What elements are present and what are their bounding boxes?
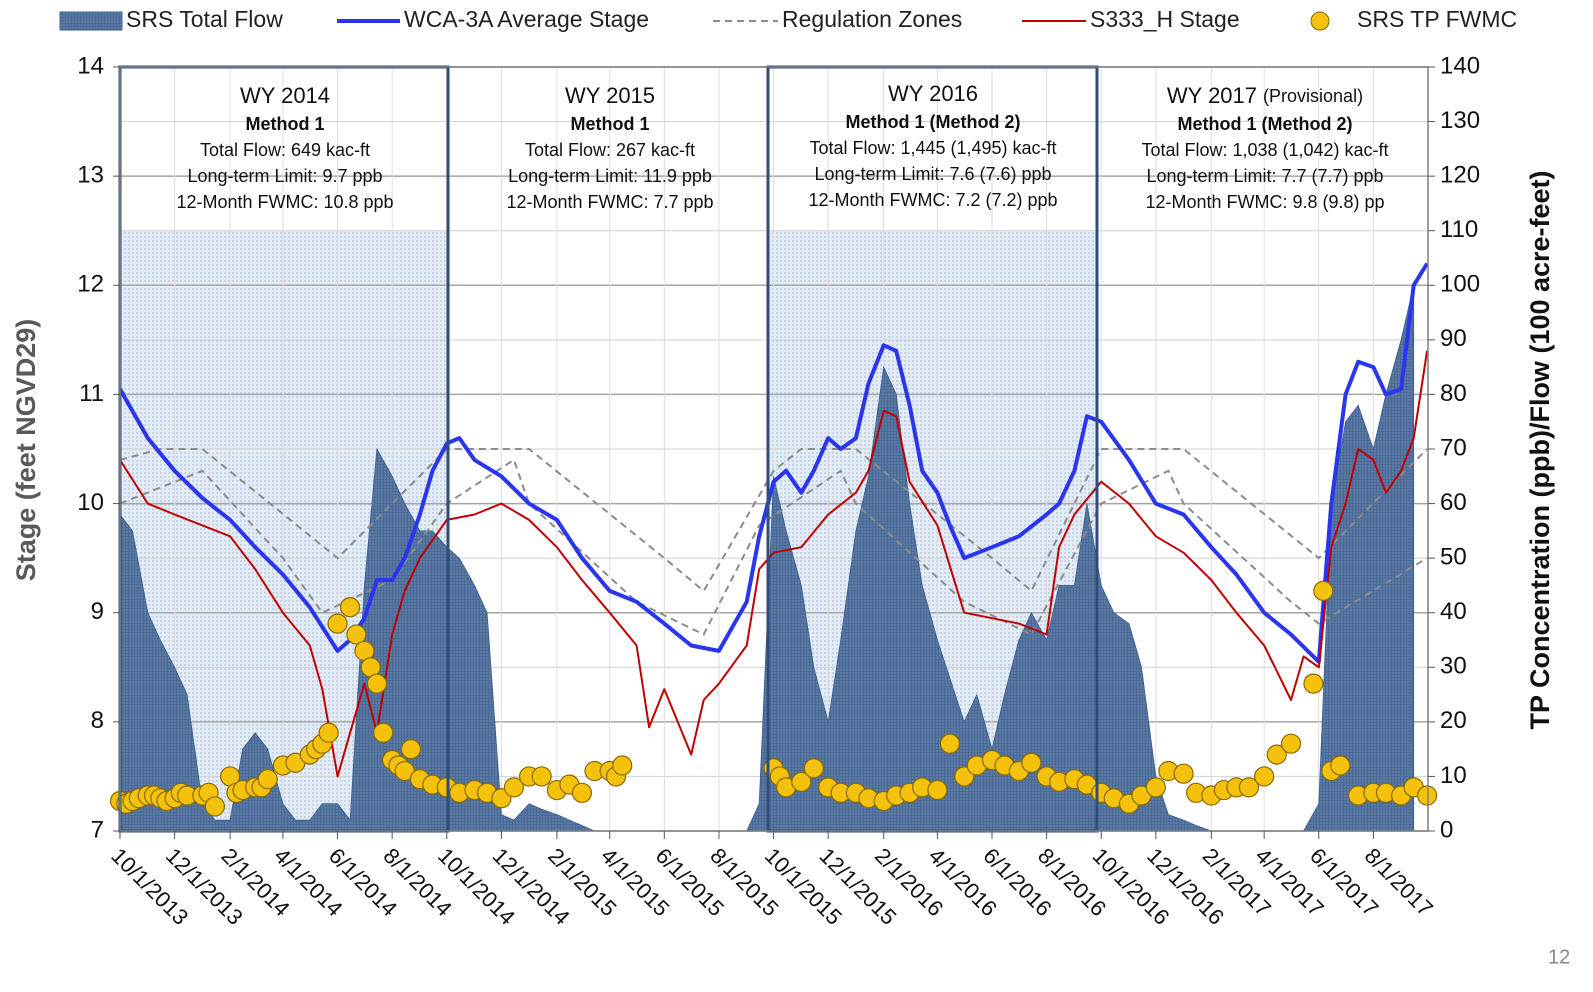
tp-point bbox=[1238, 777, 1260, 798]
y2-tick-label: 10 bbox=[1440, 762, 1467, 789]
y2-tick-label: 140 bbox=[1440, 52, 1480, 79]
y2-tick-label: 70 bbox=[1440, 434, 1467, 461]
annotation-title: WY 2015 bbox=[565, 83, 655, 108]
y2-tick-label: 100 bbox=[1440, 271, 1480, 298]
legend-swatch bbox=[59, 11, 123, 31]
tp-point bbox=[1280, 733, 1302, 754]
y-tick-label: 12 bbox=[77, 271, 104, 298]
stage-line bbox=[119, 350, 1429, 778]
annotation-line: 12-Month FWMC: 9.8 (9.8) pp bbox=[1145, 192, 1384, 212]
y2-tick-label: 80 bbox=[1440, 380, 1467, 407]
tp-point bbox=[927, 779, 948, 801]
annotation-line: Long-term Limit: 7.6 (7.6) ppb bbox=[814, 164, 1051, 184]
tp-point bbox=[204, 796, 225, 817]
legend-label: SRS Total Flow bbox=[126, 6, 283, 32]
annotation-line: 12-Month FWMC: 7.2 (7.2) ppb bbox=[808, 190, 1057, 210]
marks bbox=[109, 262, 1438, 832]
tp-point bbox=[366, 673, 388, 694]
annotation-line: Long-term Limit: 9.7 ppb bbox=[187, 166, 382, 186]
y2-tick-label: 0 bbox=[1440, 816, 1453, 843]
annotation-line: 12-Month FWMC: 10.8 ppb bbox=[176, 192, 393, 212]
tp-point bbox=[1145, 777, 1166, 798]
y2-tick-label: 60 bbox=[1440, 489, 1467, 516]
tp-point bbox=[1266, 744, 1287, 765]
annotation-line: Total Flow: 1,445 (1,495) kac-ft bbox=[809, 138, 1056, 158]
y2-tick-label: 50 bbox=[1440, 543, 1467, 570]
annotation-method: Method 1 bbox=[571, 114, 650, 134]
tp-point bbox=[1313, 580, 1334, 601]
annotation-method: Method 1 (Method 2) bbox=[1178, 114, 1353, 134]
y-tick-label: 14 bbox=[77, 52, 104, 79]
legend-swatch bbox=[1310, 11, 1330, 31]
tp-point bbox=[939, 733, 961, 754]
annotation-line: Total Flow: 649 kac-ft bbox=[200, 140, 370, 160]
tp-point bbox=[327, 613, 348, 634]
y-tick-label: 13 bbox=[77, 161, 104, 188]
y-tick-label: 9 bbox=[91, 598, 104, 625]
y-tick-label: 8 bbox=[91, 707, 104, 734]
legend-label: SRS TP FWMC bbox=[1357, 6, 1517, 32]
legend-label: S333_H Stage bbox=[1090, 6, 1240, 32]
annotation-title: WY 2017 (Provisional) bbox=[1167, 83, 1363, 108]
y2-tick-label: 90 bbox=[1440, 325, 1467, 352]
annotation-title: WY 2016 bbox=[888, 81, 978, 106]
annotation-title: WY 2016 bbox=[888, 81, 978, 106]
tp-point bbox=[1417, 785, 1438, 806]
stage-line bbox=[118, 262, 1429, 664]
annotation-line: Total Flow: 1,038 (1,042) kac-ft bbox=[1141, 140, 1388, 160]
y2-tick-label: 120 bbox=[1440, 161, 1480, 188]
tp-point bbox=[503, 777, 525, 798]
annotation-title: WY 2014 bbox=[240, 83, 330, 108]
tp-point bbox=[346, 624, 367, 645]
y2-tick-label: 130 bbox=[1440, 107, 1480, 134]
y2-tick-label: 30 bbox=[1440, 653, 1467, 680]
tp-point bbox=[1254, 766, 1275, 787]
tp-point bbox=[612, 755, 633, 776]
y-tick-label: 11 bbox=[79, 380, 104, 407]
annotation-line: 12-Month FWMC: 7.7 ppb bbox=[506, 192, 713, 212]
y2-tick-label: 40 bbox=[1440, 598, 1467, 625]
tp-point bbox=[1303, 673, 1324, 694]
y-axis-label: Stage (feet NGVD29) bbox=[11, 319, 41, 582]
annotation-method: Method 1 bbox=[246, 114, 325, 134]
tp-point bbox=[791, 771, 812, 792]
tp-point bbox=[400, 739, 422, 760]
y-tick-label: 7 bbox=[91, 816, 104, 843]
y2-tick-label: 110 bbox=[1440, 216, 1478, 243]
annotation-method: Method 1 (Method 2) bbox=[846, 112, 1021, 132]
tp-point bbox=[257, 769, 278, 790]
legend-label: Regulation Zones bbox=[782, 6, 962, 32]
tp-point bbox=[531, 766, 552, 787]
tp-point bbox=[373, 722, 394, 743]
annotation-line: Long-term Limit: 11.9 ppb bbox=[508, 166, 712, 186]
annotation-title: WY 2015 bbox=[565, 83, 655, 108]
annotation-note: (Provisional) bbox=[1263, 86, 1363, 106]
annotation-title: WY 2014 bbox=[240, 83, 330, 108]
tp-point bbox=[571, 782, 593, 803]
tp-point bbox=[318, 722, 339, 743]
tp-point bbox=[339, 597, 361, 618]
annotation-title: WY 2017 bbox=[1167, 83, 1257, 108]
tp-point bbox=[803, 758, 824, 779]
annotation-line: Long-term Limit: 7.7 (7.7) ppb bbox=[1146, 166, 1383, 186]
legend-label: WCA-3A Average Stage bbox=[404, 6, 649, 32]
annotation-line: Total Flow: 267 kac-ft bbox=[525, 140, 695, 160]
regulation-line bbox=[119, 448, 1428, 593]
y2-axis-label: TP Concentration (ppb)/Flow (100 acre-fe… bbox=[1525, 170, 1555, 729]
y2-tick-label: 20 bbox=[1440, 707, 1467, 734]
page-number: 12 bbox=[1548, 946, 1570, 968]
tp-point bbox=[1021, 752, 1042, 773]
tp-point bbox=[1330, 755, 1351, 776]
y-tick-label: 10 bbox=[77, 489, 104, 516]
tp-point bbox=[1173, 763, 1194, 784]
